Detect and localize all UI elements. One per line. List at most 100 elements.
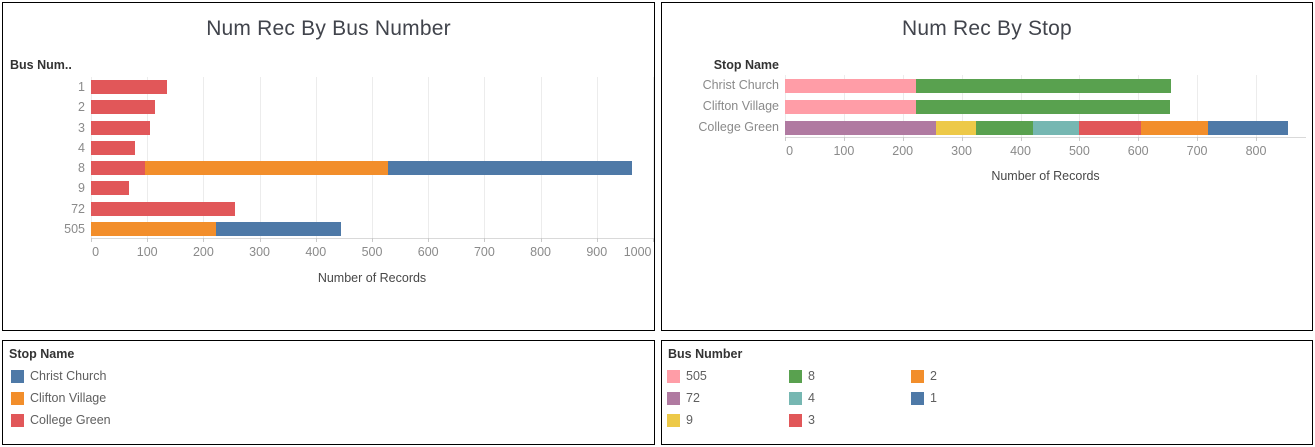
gridline-x-900 [596, 77, 598, 238]
x-tick-label-800: 800 [530, 245, 552, 259]
legend-label-text: Clifton Village [30, 391, 107, 405]
tick-mark-x-0 [91, 238, 92, 242]
legend-label-text: 72 [686, 391, 700, 405]
legend-swatch-christ-church [11, 369, 24, 383]
x-tick-label-400: 400 [1010, 144, 1031, 158]
legend-item-college-green[interactable]: College Green [11, 409, 111, 431]
legend-item-bus-72[interactable]: 72 [667, 387, 700, 409]
legend-swatch-bus-3 [789, 413, 802, 427]
tick-mark-x-600 [1138, 137, 1140, 141]
x-tick-label-100: 100 [833, 144, 855, 158]
legend-swatch-bus-8 [789, 369, 802, 383]
tick-mark-x-100 [843, 137, 845, 141]
legend-swatch-bus-2 [911, 369, 924, 383]
gridline-x-700 [1197, 75, 1199, 137]
legend-label-text: 1 [930, 391, 937, 405]
bus-chart-title: Num Rec By Bus Number [206, 17, 451, 40]
bar-8-clifton-village[interactable] [145, 161, 388, 176]
legend-item-bus-1[interactable]: 1 [911, 387, 937, 409]
bar-72-college-green[interactable] [91, 201, 236, 216]
bar-christ-church-8[interactable] [915, 78, 1172, 93]
row-label-8: 8 [78, 161, 85, 175]
bar-christ-church-505[interactable] [785, 78, 916, 93]
legend-swatch-college-green [11, 413, 24, 427]
x-tick-label-900: 900 [586, 245, 608, 259]
legend-item-bus-9[interactable]: 9 [667, 409, 693, 431]
bar-8-college-green[interactable] [91, 161, 145, 176]
legend-item-bus-505[interactable]: 505 [667, 365, 707, 387]
row-label-1: 1 [78, 80, 85, 94]
gridline-x-800 [540, 77, 542, 238]
legend-label-text: 4 [808, 391, 815, 405]
bar-college-green-3[interactable] [1079, 120, 1142, 135]
bar-3-college-green[interactable] [91, 120, 150, 135]
tick-mark-x-100 [147, 238, 149, 242]
legend-item-bus-2[interactable]: 2 [911, 365, 937, 387]
legend-label-text: 3 [808, 413, 815, 427]
bar-college-green-2[interactable] [1141, 120, 1209, 135]
tick-mark-x-700 [484, 238, 486, 242]
x-tick-label-0: 0 [92, 245, 100, 259]
x-tick-label-800: 800 [1245, 144, 1267, 158]
gridline-x-400 [315, 77, 317, 238]
stop-legend-title: Stop Name [9, 347, 75, 361]
bar-college-green-72[interactable] [785, 120, 937, 135]
bar-4-college-green[interactable] [91, 140, 136, 155]
tick-mark-x-300 [961, 137, 963, 141]
stop-chart-plot-area: 0 100 200 300 400 500 600 700 800 [785, 75, 1306, 158]
tick-mark-x-400 [315, 238, 317, 242]
bar-2-college-green[interactable] [91, 100, 156, 115]
bar-9-college-green[interactable] [91, 181, 130, 196]
tick-mark-x-700 [1197, 137, 1199, 141]
bar-1-college-green[interactable] [91, 80, 168, 95]
x-tick-label-700: 700 [1186, 144, 1208, 158]
bar-505-christ-church[interactable] [215, 221, 341, 236]
legend-swatch-bus-4 [789, 391, 802, 405]
row-label-clifton-village: Clifton Village [702, 99, 779, 113]
tick-mark-x-500 [372, 238, 373, 242]
legend-item-bus-8[interactable]: 8 [789, 365, 815, 387]
x-tick-label-300: 300 [951, 144, 973, 158]
panel-num-rec-by-stop: Num Rec By Stop Stop Name 0 100 200 300 400 5… [661, 2, 1313, 331]
legend-swatch-bus-505 [667, 369, 680, 383]
x-tick-label-300: 300 [249, 245, 271, 259]
tick-mark-x-800 [1256, 137, 1257, 141]
bar-505-clifton-village[interactable] [91, 221, 216, 236]
bar-clifton-village-505[interactable] [785, 99, 916, 114]
gridline-x-300 [259, 77, 261, 238]
tick-mark-x-300 [259, 238, 261, 242]
row-label-christ-church: Christ Church [702, 78, 779, 92]
legend-item-clifton-village[interactable]: Clifton Village [11, 387, 106, 409]
bar-8-christ-church[interactable] [387, 161, 632, 176]
gridline-x-1000 [653, 77, 654, 238]
row-label-505: 505 [64, 221, 85, 236]
tick-mark-x-900 [596, 238, 598, 242]
x-tick-label-500: 500 [361, 245, 383, 259]
legend-panel-stop-name: Stop Name Christ Church Clifton Village Co… [2, 340, 655, 445]
legend-label-text: 8 [808, 369, 815, 383]
bar-college-green-9[interactable] [936, 120, 977, 135]
bar-college-green-1[interactable] [1208, 120, 1289, 135]
bar-college-green-8[interactable] [976, 120, 1033, 135]
bar-clifton-village-8[interactable] [915, 99, 1170, 114]
x-tick-label-500: 500 [1068, 144, 1090, 158]
tick-mark-x-400 [1020, 137, 1022, 141]
legend-item-bus-3[interactable]: 3 [789, 409, 815, 431]
bus-chart-row-header: Bus Num.. [10, 58, 72, 72]
x-tick-label-600: 600 [1127, 144, 1149, 158]
legend-item-bus-4[interactable]: 4 [789, 387, 815, 409]
gridline-x-800 [1256, 75, 1257, 137]
gridline-x-100 [147, 77, 149, 238]
bar-college-green-4[interactable] [1032, 120, 1080, 135]
legend-item-christ-church[interactable]: Christ Church [11, 365, 106, 387]
gridline-x-600 [428, 77, 430, 238]
bus-chart-xaxis-title: Number of Records [317, 271, 427, 285]
tick-mark-x-200 [902, 137, 904, 141]
legend-label-text: Christ Church [30, 369, 107, 383]
legend-label-text: 505 [686, 369, 707, 383]
x-tick-label-700: 700 [473, 245, 495, 259]
x-tick-label-1000: 1000 [623, 245, 652, 259]
gridline-x-500 [372, 77, 373, 238]
x-tick-label-100: 100 [136, 245, 158, 259]
